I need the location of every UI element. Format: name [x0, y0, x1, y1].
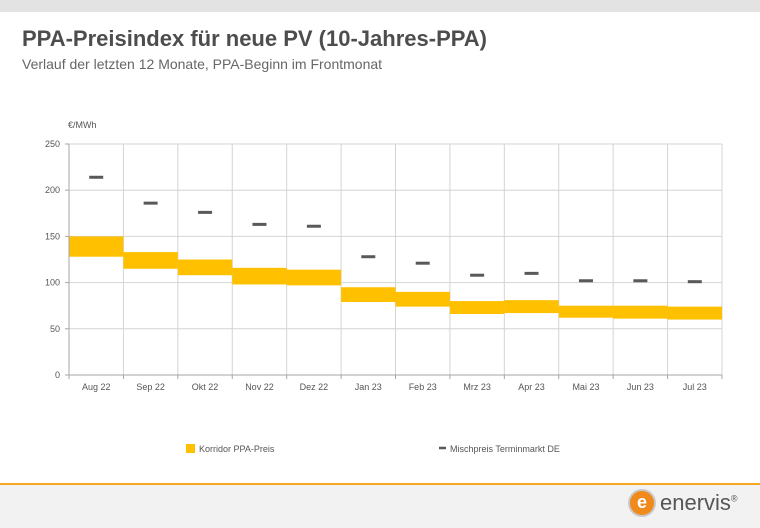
top-bar [0, 0, 760, 12]
x-tick-label: Apr 23 [518, 382, 545, 392]
x-tick-label: Jun 23 [627, 382, 654, 392]
x-tick-label: Aug 22 [82, 382, 111, 392]
x-tick-label: Mrz 23 [463, 382, 491, 392]
x-tick-label: Dez 22 [300, 382, 329, 392]
enervis-logo: e enervis® [628, 487, 744, 521]
ppa-price-chart: 0 50 100 150 200 250 Aug 22 Sep 22 Okt 22 Nov 22 D… [45, 120, 723, 454]
corridor-bar [558, 305, 614, 318]
logo-trademark: ® [730, 493, 738, 504]
logo-text: enervis [660, 490, 731, 515]
page-subtitle: Verlauf der letzten 12 Monate, PPA-Begin… [22, 56, 383, 72]
axes: 0 50 100 150 200 250 Aug 22 Sep 22 Okt 22 Nov 22 D… [45, 139, 723, 392]
mischpreis-markers [89, 175, 702, 284]
x-tick-label: Mai 23 [572, 382, 599, 392]
corridor-bars [69, 236, 722, 320]
corridor-bar [395, 291, 450, 307]
y-tick-label: 200 [45, 185, 60, 195]
page-title: PPA-Preisindex für neue PV (10-Jahres-PP… [22, 26, 487, 51]
corridor-bar [613, 305, 668, 319]
legend-swatch-korridor [186, 444, 195, 453]
y-tick-label: 0 [55, 370, 60, 380]
x-tick-label: Jul 23 [683, 382, 707, 392]
y-tick-label: 100 [45, 278, 60, 288]
y-tick-label: 50 [50, 324, 60, 334]
corridor-bar [667, 306, 722, 320]
x-tick-label: Okt 22 [192, 382, 219, 392]
corridor-bar [69, 236, 124, 257]
x-tick-label: Nov 22 [245, 382, 274, 392]
corridor-bar [123, 252, 178, 269]
y-tick-label: 250 [45, 139, 60, 149]
corridor-bar [341, 287, 396, 303]
corridor-bar [177, 259, 233, 276]
legend-label-korridor: Korridor PPA-Preis [199, 444, 275, 454]
legend-label-mischpreis: Mischpreis Terminmarkt DE [450, 444, 560, 454]
corridor-bar [286, 269, 342, 286]
x-tick-label: Sep 22 [136, 382, 165, 392]
x-tick-label: Jan 23 [355, 382, 382, 392]
legend: Korridor PPA-Preis Mischpreis Terminmark… [186, 444, 560, 454]
y-tick-label: 150 [45, 231, 60, 241]
corridor-bar [449, 301, 505, 315]
corridor-bar [504, 300, 559, 314]
logo-mark: e [628, 489, 656, 517]
corridor-bar [232, 267, 287, 285]
y-axis-label: €/MWh [68, 120, 97, 130]
x-tick-label: Feb 23 [409, 382, 437, 392]
